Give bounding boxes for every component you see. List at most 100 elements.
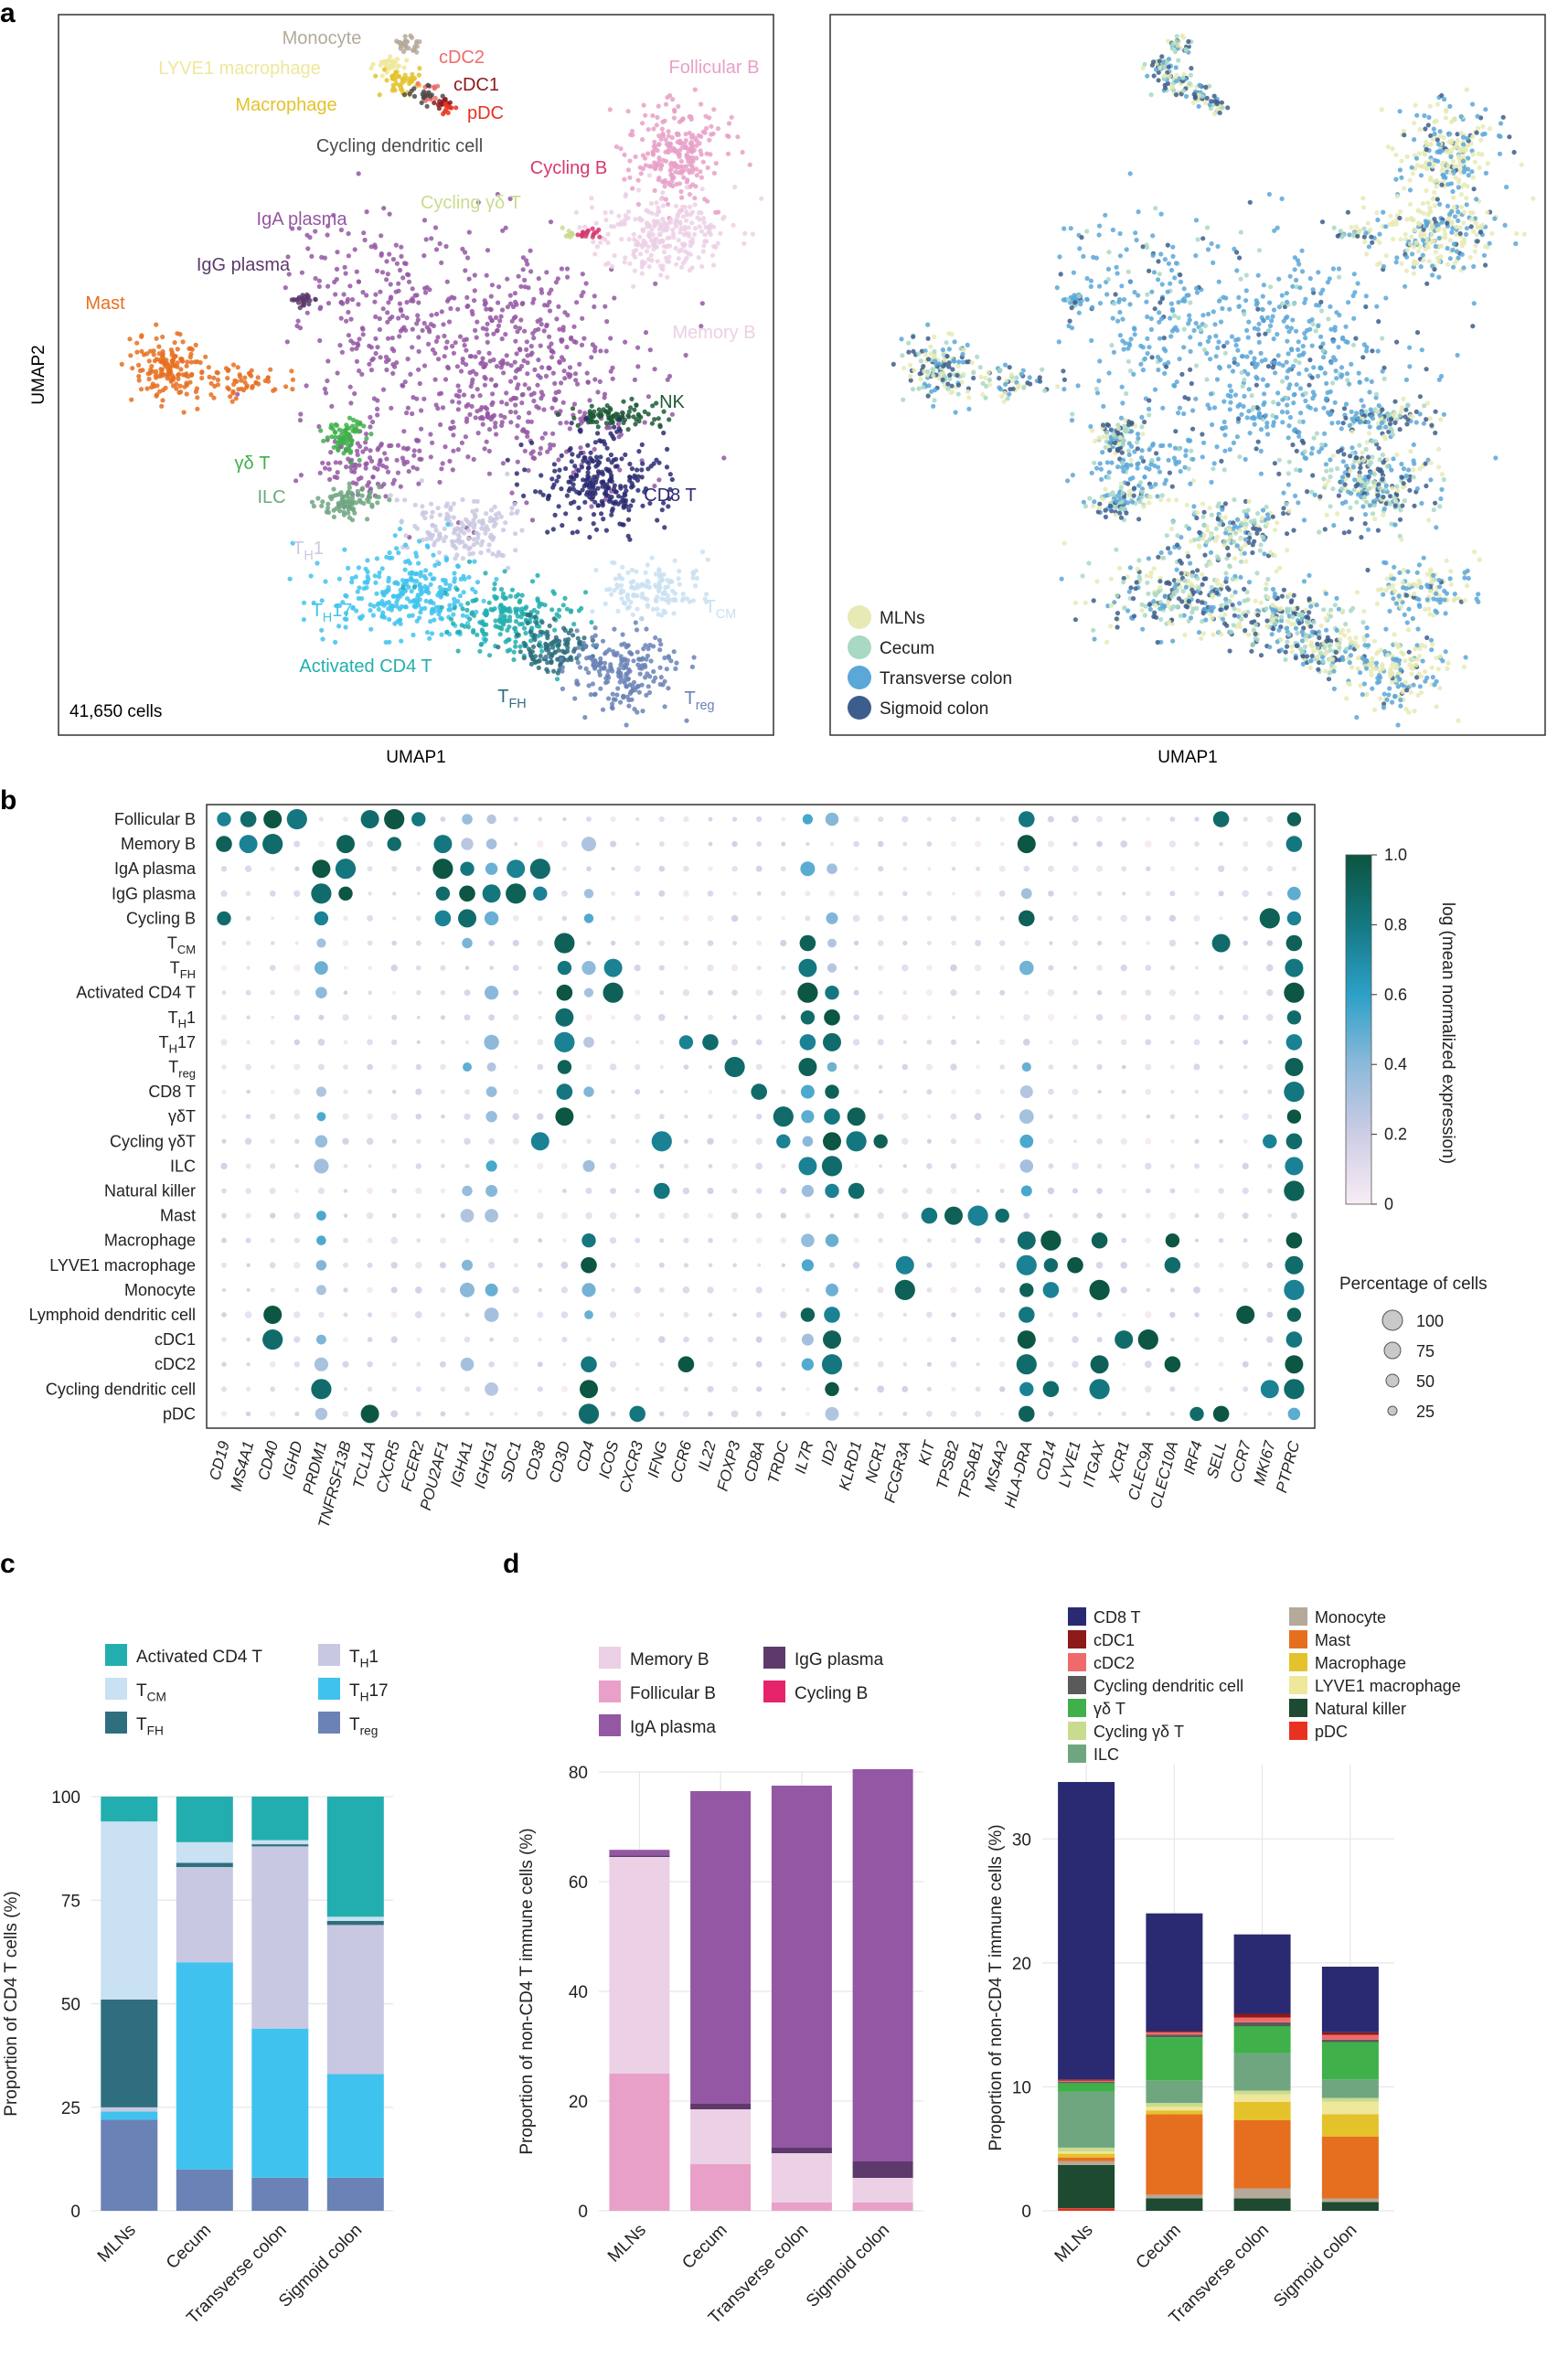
umap-point [1443, 115, 1448, 121]
umap-point [417, 380, 422, 387]
umap-point [1370, 348, 1375, 354]
umap-point [619, 656, 624, 662]
umap-point [1471, 187, 1477, 192]
umap-point [654, 584, 659, 590]
umap-point [1454, 249, 1460, 254]
umap-point [1437, 201, 1443, 207]
umap-point [983, 375, 988, 380]
umap-point [656, 567, 662, 572]
umap-point [429, 631, 435, 636]
umap-point [1435, 137, 1440, 143]
umap-point [595, 503, 602, 508]
umap-point [562, 642, 569, 647]
umap-point [1354, 411, 1360, 416]
umap-point [549, 355, 555, 360]
umap-point [528, 248, 533, 253]
umap-point [605, 457, 611, 463]
umap-point [562, 595, 568, 602]
umap-point [1420, 238, 1425, 243]
umap-point [1439, 182, 1445, 187]
umap-point [1485, 244, 1490, 250]
umap-point [1461, 209, 1467, 215]
umap-point [656, 416, 661, 421]
umap-point [997, 385, 1002, 390]
umap-point [343, 624, 348, 630]
umap-point [961, 347, 966, 352]
umap-point [594, 244, 601, 250]
umap-point [379, 59, 385, 65]
umap-point [1037, 379, 1043, 384]
umap-point [415, 594, 421, 600]
umap-point [145, 371, 151, 377]
umap-point [658, 197, 664, 202]
umap-point [399, 41, 404, 47]
umap-point [925, 336, 931, 341]
umap-point [518, 442, 524, 448]
umap-point [1266, 327, 1272, 333]
umap-point [670, 227, 676, 232]
umap-point [375, 268, 380, 273]
umap-point [1132, 290, 1137, 295]
umap-point [1349, 409, 1354, 414]
umap-point [560, 357, 567, 363]
umap-point [465, 624, 471, 630]
umap-point [403, 327, 409, 333]
umap-point [1415, 220, 1421, 226]
umap-point [379, 599, 385, 604]
umap-point [1448, 154, 1454, 160]
umap-point [379, 443, 384, 448]
umap-point [1397, 215, 1403, 221]
umap-point [1113, 440, 1118, 445]
umap-point [1072, 300, 1078, 305]
umap-point [483, 571, 488, 576]
umap-point [1376, 425, 1381, 431]
umap-point [383, 494, 389, 499]
umap-point [1387, 421, 1393, 427]
umap-point [156, 344, 162, 349]
umap-point [626, 698, 632, 703]
umap-point [667, 373, 673, 379]
umap-point [492, 581, 497, 587]
umap-point [600, 472, 606, 477]
umap-point [333, 430, 338, 435]
umap-point [178, 367, 184, 372]
umap-point [356, 302, 361, 307]
umap-point [971, 369, 976, 376]
umap-point [1462, 240, 1467, 246]
umap-point [683, 132, 688, 137]
umap-point [1489, 230, 1495, 236]
umap-point [590, 491, 596, 496]
umap-point [416, 481, 421, 486]
umap-point [1147, 268, 1152, 273]
umap-point [494, 576, 499, 582]
umap-point [522, 328, 528, 334]
umap-point [1209, 479, 1214, 485]
umap-point [612, 588, 617, 593]
umap-point [1176, 411, 1181, 416]
umap-point [1339, 336, 1346, 342]
umap-point [641, 228, 646, 233]
umap-point [513, 548, 518, 553]
umap-point [707, 137, 712, 143]
umap-point [465, 454, 471, 460]
umap-point [1451, 264, 1456, 270]
umap-point [1343, 338, 1349, 345]
umap-point [656, 209, 661, 215]
umap-point [1286, 459, 1292, 464]
umap-point [411, 93, 418, 99]
umap-point [625, 215, 631, 221]
umap-point [1407, 177, 1413, 183]
umap-point [1211, 309, 1216, 315]
umap-point [175, 331, 180, 336]
umap-point [575, 232, 581, 238]
umap-point [1193, 320, 1199, 326]
umap-point [640, 503, 645, 508]
umap-point [377, 574, 382, 580]
umap-point [674, 660, 679, 666]
umap-point [336, 492, 342, 497]
umap-point [1106, 370, 1112, 376]
umap-point [356, 565, 361, 571]
umap-point [1483, 262, 1488, 268]
umap-point [385, 272, 390, 277]
umap-point [442, 538, 447, 544]
